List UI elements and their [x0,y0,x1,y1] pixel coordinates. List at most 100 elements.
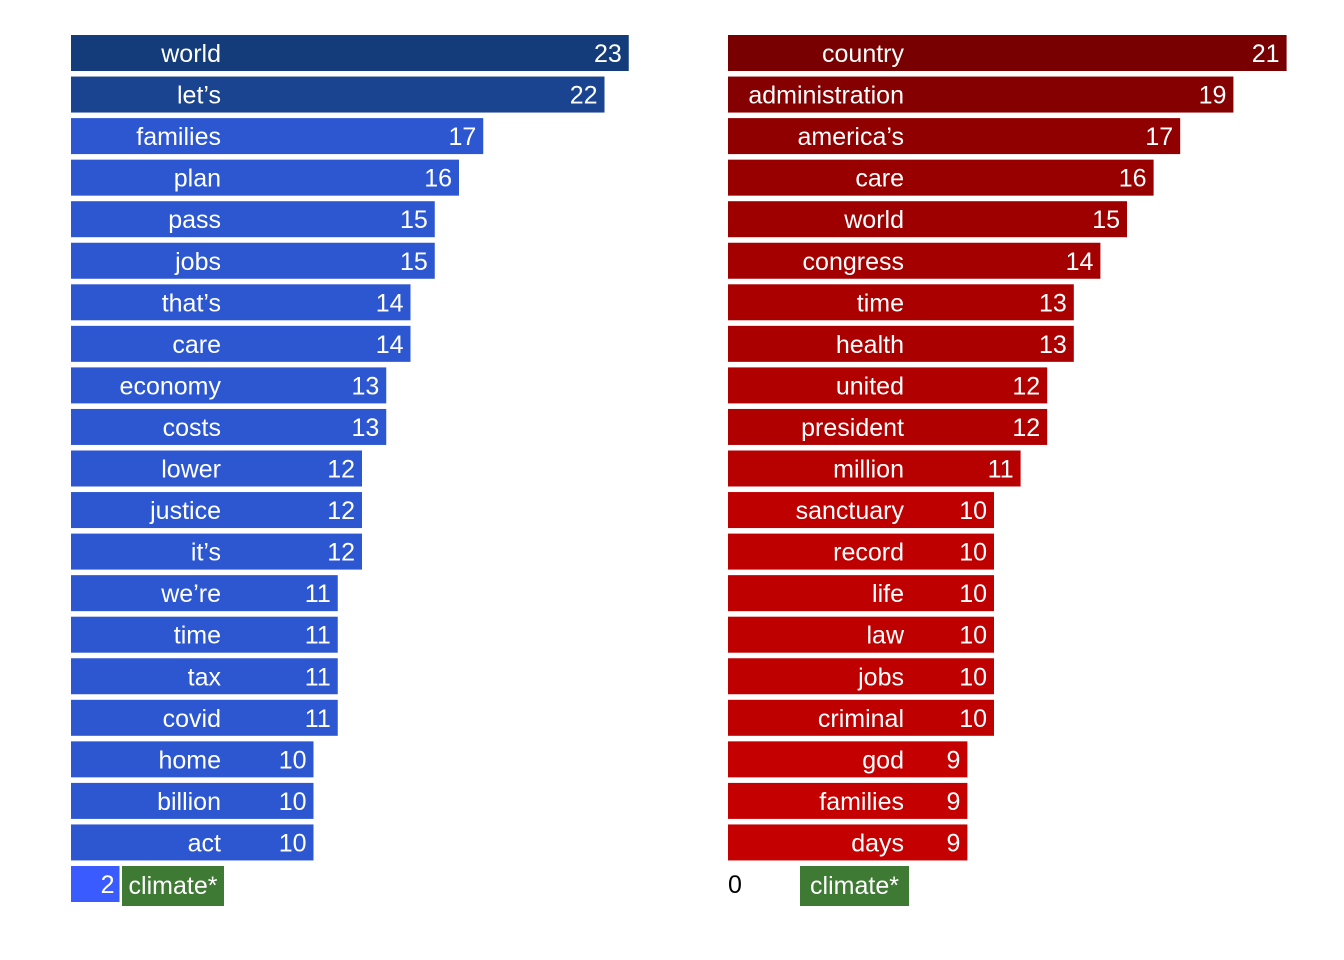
bar-left-climate [71,866,120,902]
value-label-right-11: 10 [959,497,987,525]
category-label-left-5: jobs [174,248,221,276]
value-label-right-18: 9 [946,788,960,816]
climate-tag-right [800,866,909,906]
bar-right-0 [728,35,1287,71]
category-label-left-8: economy [120,372,222,400]
category-label-left-0: world [160,40,221,68]
value-label-left-0: 23 [594,40,622,68]
bar-right-19 [728,824,968,861]
value-label-left-6: 14 [376,289,404,317]
bar-left-19 [71,824,314,861]
value-label-left-13: 11 [305,580,331,608]
value-label-right-4: 15 [1092,206,1120,234]
category-label-right-4: world [843,206,904,234]
bar-right-9 [728,408,1048,445]
value-label-right-3: 16 [1119,165,1147,193]
value-label-right-17: 9 [946,746,960,774]
category-label-right-2: america’s [797,123,904,151]
bar-left-6 [71,284,411,321]
value-label-right-13: 10 [959,580,987,608]
category-label-right-12: record [833,539,904,567]
category-label-left-11: justice [149,497,221,525]
category-label-left-16: covid [163,705,221,733]
bar-left-7 [71,325,411,362]
category-label-right-10: million [833,456,904,484]
bar-right-14 [728,616,994,653]
category-label-left-3: plan [174,165,221,193]
bar-left-0 [71,35,629,71]
bar-right-11 [728,492,994,529]
category-label-right-13: life [872,580,904,608]
value-label-right-12: 10 [959,539,987,567]
category-label-right-5: congress [803,248,904,276]
bar-right-4 [728,201,1127,238]
bar-right-1 [728,76,1234,113]
category-label-left-2: families [136,123,221,151]
value-label-right-10: 11 [988,456,1014,484]
value-label-left-5: 15 [400,248,428,276]
bar-left-14 [71,616,338,653]
category-label-left-18: billion [157,788,221,816]
value-label-right-19: 9 [946,829,960,857]
value-label-left-16: 11 [305,705,331,733]
value-label-left-3: 16 [424,165,452,193]
category-label-right-6: time [857,289,904,317]
bar-right-12 [728,533,994,570]
climate-tag-label-left: climate* [129,872,218,900]
bar-left-12 [71,533,362,570]
value-label-left-10: 12 [327,456,355,484]
category-label-right-16: criminal [818,705,904,733]
bar-left-4 [71,201,435,238]
bar-right-13 [728,575,994,612]
value-label-left-15: 11 [305,663,331,691]
value-label-right-0: 21 [1252,40,1280,68]
value-label-right-16: 10 [959,705,987,733]
value-label-left-11: 12 [327,497,355,525]
category-label-right-1: administration [748,82,904,110]
bar-left-8 [71,367,387,404]
bar-left-5 [71,242,435,279]
value-label-right-1: 19 [1199,82,1227,110]
category-label-right-19: days [851,829,904,857]
value-label-left-1: 22 [570,82,598,110]
value-label-left-7: 14 [376,331,404,359]
value-label-right-8: 12 [1012,372,1040,400]
category-label-right-7: health [836,331,904,359]
value-label-left-2: 17 [448,123,476,151]
bar-left-16 [71,699,338,736]
category-label-right-9: president [801,414,904,442]
bar-left-17 [71,741,314,778]
category-label-right-11: sanctuary [796,497,905,525]
bar-right-18 [728,782,968,819]
category-label-left-4: pass [168,206,221,234]
value-label-left-9: 13 [351,414,379,442]
category-label-left-19: act [188,829,221,857]
bar-left-18 [71,782,314,819]
value-label-right-climate: 0 [728,871,742,899]
category-label-left-7: care [172,331,221,359]
climate-tag-left [122,866,224,906]
value-label-left-17: 10 [279,746,307,774]
bar-left-9 [71,408,387,445]
category-label-left-10: lower [161,456,221,484]
value-label-right-9: 12 [1012,414,1040,442]
bar-right-6 [728,284,1074,321]
category-label-right-15: jobs [857,663,904,691]
bar-left-10 [71,450,362,487]
bar-right-15 [728,658,994,695]
bar-left-11 [71,492,362,529]
bar-right-3 [728,159,1154,196]
category-label-left-17: home [158,746,221,774]
value-label-left-18: 10 [279,788,307,816]
category-label-right-0: country [822,40,904,68]
value-label-right-15: 10 [959,663,987,691]
category-label-left-14: time [174,622,221,650]
category-label-right-14: law [866,622,904,650]
category-label-left-15: tax [188,663,222,691]
bar-right-8 [728,367,1048,404]
category-label-right-17: god [862,746,904,774]
value-label-left-14: 11 [305,622,331,650]
value-label-right-14: 10 [959,622,987,650]
category-label-right-18: families [819,788,904,816]
category-label-left-6: that’s [162,289,221,317]
